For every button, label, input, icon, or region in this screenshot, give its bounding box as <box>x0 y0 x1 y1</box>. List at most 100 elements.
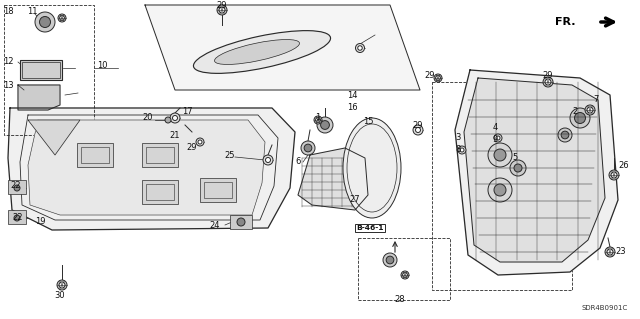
Text: 7: 7 <box>593 95 598 105</box>
Ellipse shape <box>343 118 401 218</box>
Circle shape <box>60 16 65 20</box>
Bar <box>230 215 252 229</box>
Circle shape <box>611 172 617 178</box>
Circle shape <box>316 118 321 122</box>
Text: 25: 25 <box>225 151 236 160</box>
Circle shape <box>304 144 312 152</box>
Text: 8: 8 <box>455 145 461 154</box>
Circle shape <box>488 143 512 167</box>
Circle shape <box>558 128 572 142</box>
Text: 27: 27 <box>349 196 360 204</box>
Circle shape <box>458 146 466 154</box>
Circle shape <box>496 136 500 140</box>
Ellipse shape <box>214 40 300 64</box>
Text: 19: 19 <box>35 218 45 226</box>
Bar <box>142 143 178 167</box>
Circle shape <box>173 115 177 121</box>
Circle shape <box>460 148 464 152</box>
Circle shape <box>165 117 171 123</box>
Text: 22: 22 <box>10 182 20 190</box>
Polygon shape <box>455 70 618 275</box>
Circle shape <box>266 158 271 162</box>
Text: 15: 15 <box>363 117 373 127</box>
Circle shape <box>198 140 202 144</box>
Circle shape <box>14 185 20 191</box>
Circle shape <box>545 79 551 85</box>
Bar <box>146 184 174 200</box>
Text: 24: 24 <box>210 220 220 229</box>
Polygon shape <box>298 148 368 210</box>
Circle shape <box>494 134 502 142</box>
Circle shape <box>321 121 330 130</box>
Text: 10: 10 <box>97 61 108 70</box>
Circle shape <box>237 218 245 226</box>
Circle shape <box>263 155 273 165</box>
Circle shape <box>413 125 423 135</box>
Text: 2: 2 <box>572 108 578 116</box>
Bar <box>200 178 236 202</box>
Circle shape <box>219 7 225 13</box>
Text: 12: 12 <box>3 57 13 66</box>
Polygon shape <box>145 5 420 90</box>
Circle shape <box>609 170 619 180</box>
Text: 9: 9 <box>492 135 498 144</box>
Circle shape <box>403 273 408 278</box>
Circle shape <box>358 46 362 50</box>
Text: 6: 6 <box>295 158 301 167</box>
Circle shape <box>59 282 65 288</box>
Bar <box>4 5 94 135</box>
Text: SDR4B0901C: SDR4B0901C <box>582 305 628 311</box>
Ellipse shape <box>193 31 330 73</box>
Text: 29: 29 <box>425 70 435 79</box>
Text: 13: 13 <box>3 80 13 90</box>
Circle shape <box>301 141 315 155</box>
Polygon shape <box>464 78 605 262</box>
Circle shape <box>217 5 227 15</box>
Bar <box>8 180 26 194</box>
Bar <box>8 210 26 224</box>
Circle shape <box>35 12 55 32</box>
Circle shape <box>514 164 522 172</box>
Circle shape <box>494 149 506 161</box>
Text: 29: 29 <box>187 144 197 152</box>
Bar <box>20 60 62 80</box>
Circle shape <box>607 249 613 255</box>
Polygon shape <box>28 120 265 215</box>
Text: 1: 1 <box>316 114 321 122</box>
Circle shape <box>488 178 512 202</box>
Circle shape <box>58 14 66 22</box>
Polygon shape <box>18 85 60 110</box>
Text: FR.: FR. <box>556 17 576 27</box>
Circle shape <box>415 128 420 132</box>
Circle shape <box>170 113 180 123</box>
Text: 20: 20 <box>143 114 153 122</box>
Text: 29: 29 <box>217 1 227 10</box>
Bar <box>142 180 178 204</box>
Text: B-46-1: B-46-1 <box>356 225 384 231</box>
Text: 29: 29 <box>413 121 423 130</box>
Circle shape <box>587 107 593 113</box>
Circle shape <box>561 131 569 139</box>
Circle shape <box>383 253 397 267</box>
Circle shape <box>196 138 204 146</box>
Circle shape <box>401 271 409 279</box>
Bar <box>81 147 109 163</box>
Text: 23: 23 <box>615 248 626 256</box>
Circle shape <box>570 108 590 128</box>
Polygon shape <box>8 108 295 230</box>
Circle shape <box>575 113 586 123</box>
Text: 26: 26 <box>618 160 628 169</box>
Circle shape <box>510 160 526 176</box>
Text: 3: 3 <box>455 133 461 143</box>
Circle shape <box>494 184 506 196</box>
Text: 21: 21 <box>170 130 180 139</box>
Circle shape <box>386 256 394 264</box>
Circle shape <box>314 116 322 124</box>
Circle shape <box>317 117 333 133</box>
Text: 14: 14 <box>347 92 357 100</box>
Polygon shape <box>28 120 80 155</box>
Text: 28: 28 <box>395 295 405 305</box>
Text: 4: 4 <box>492 122 498 131</box>
Circle shape <box>605 247 615 257</box>
Text: 22: 22 <box>12 212 22 221</box>
